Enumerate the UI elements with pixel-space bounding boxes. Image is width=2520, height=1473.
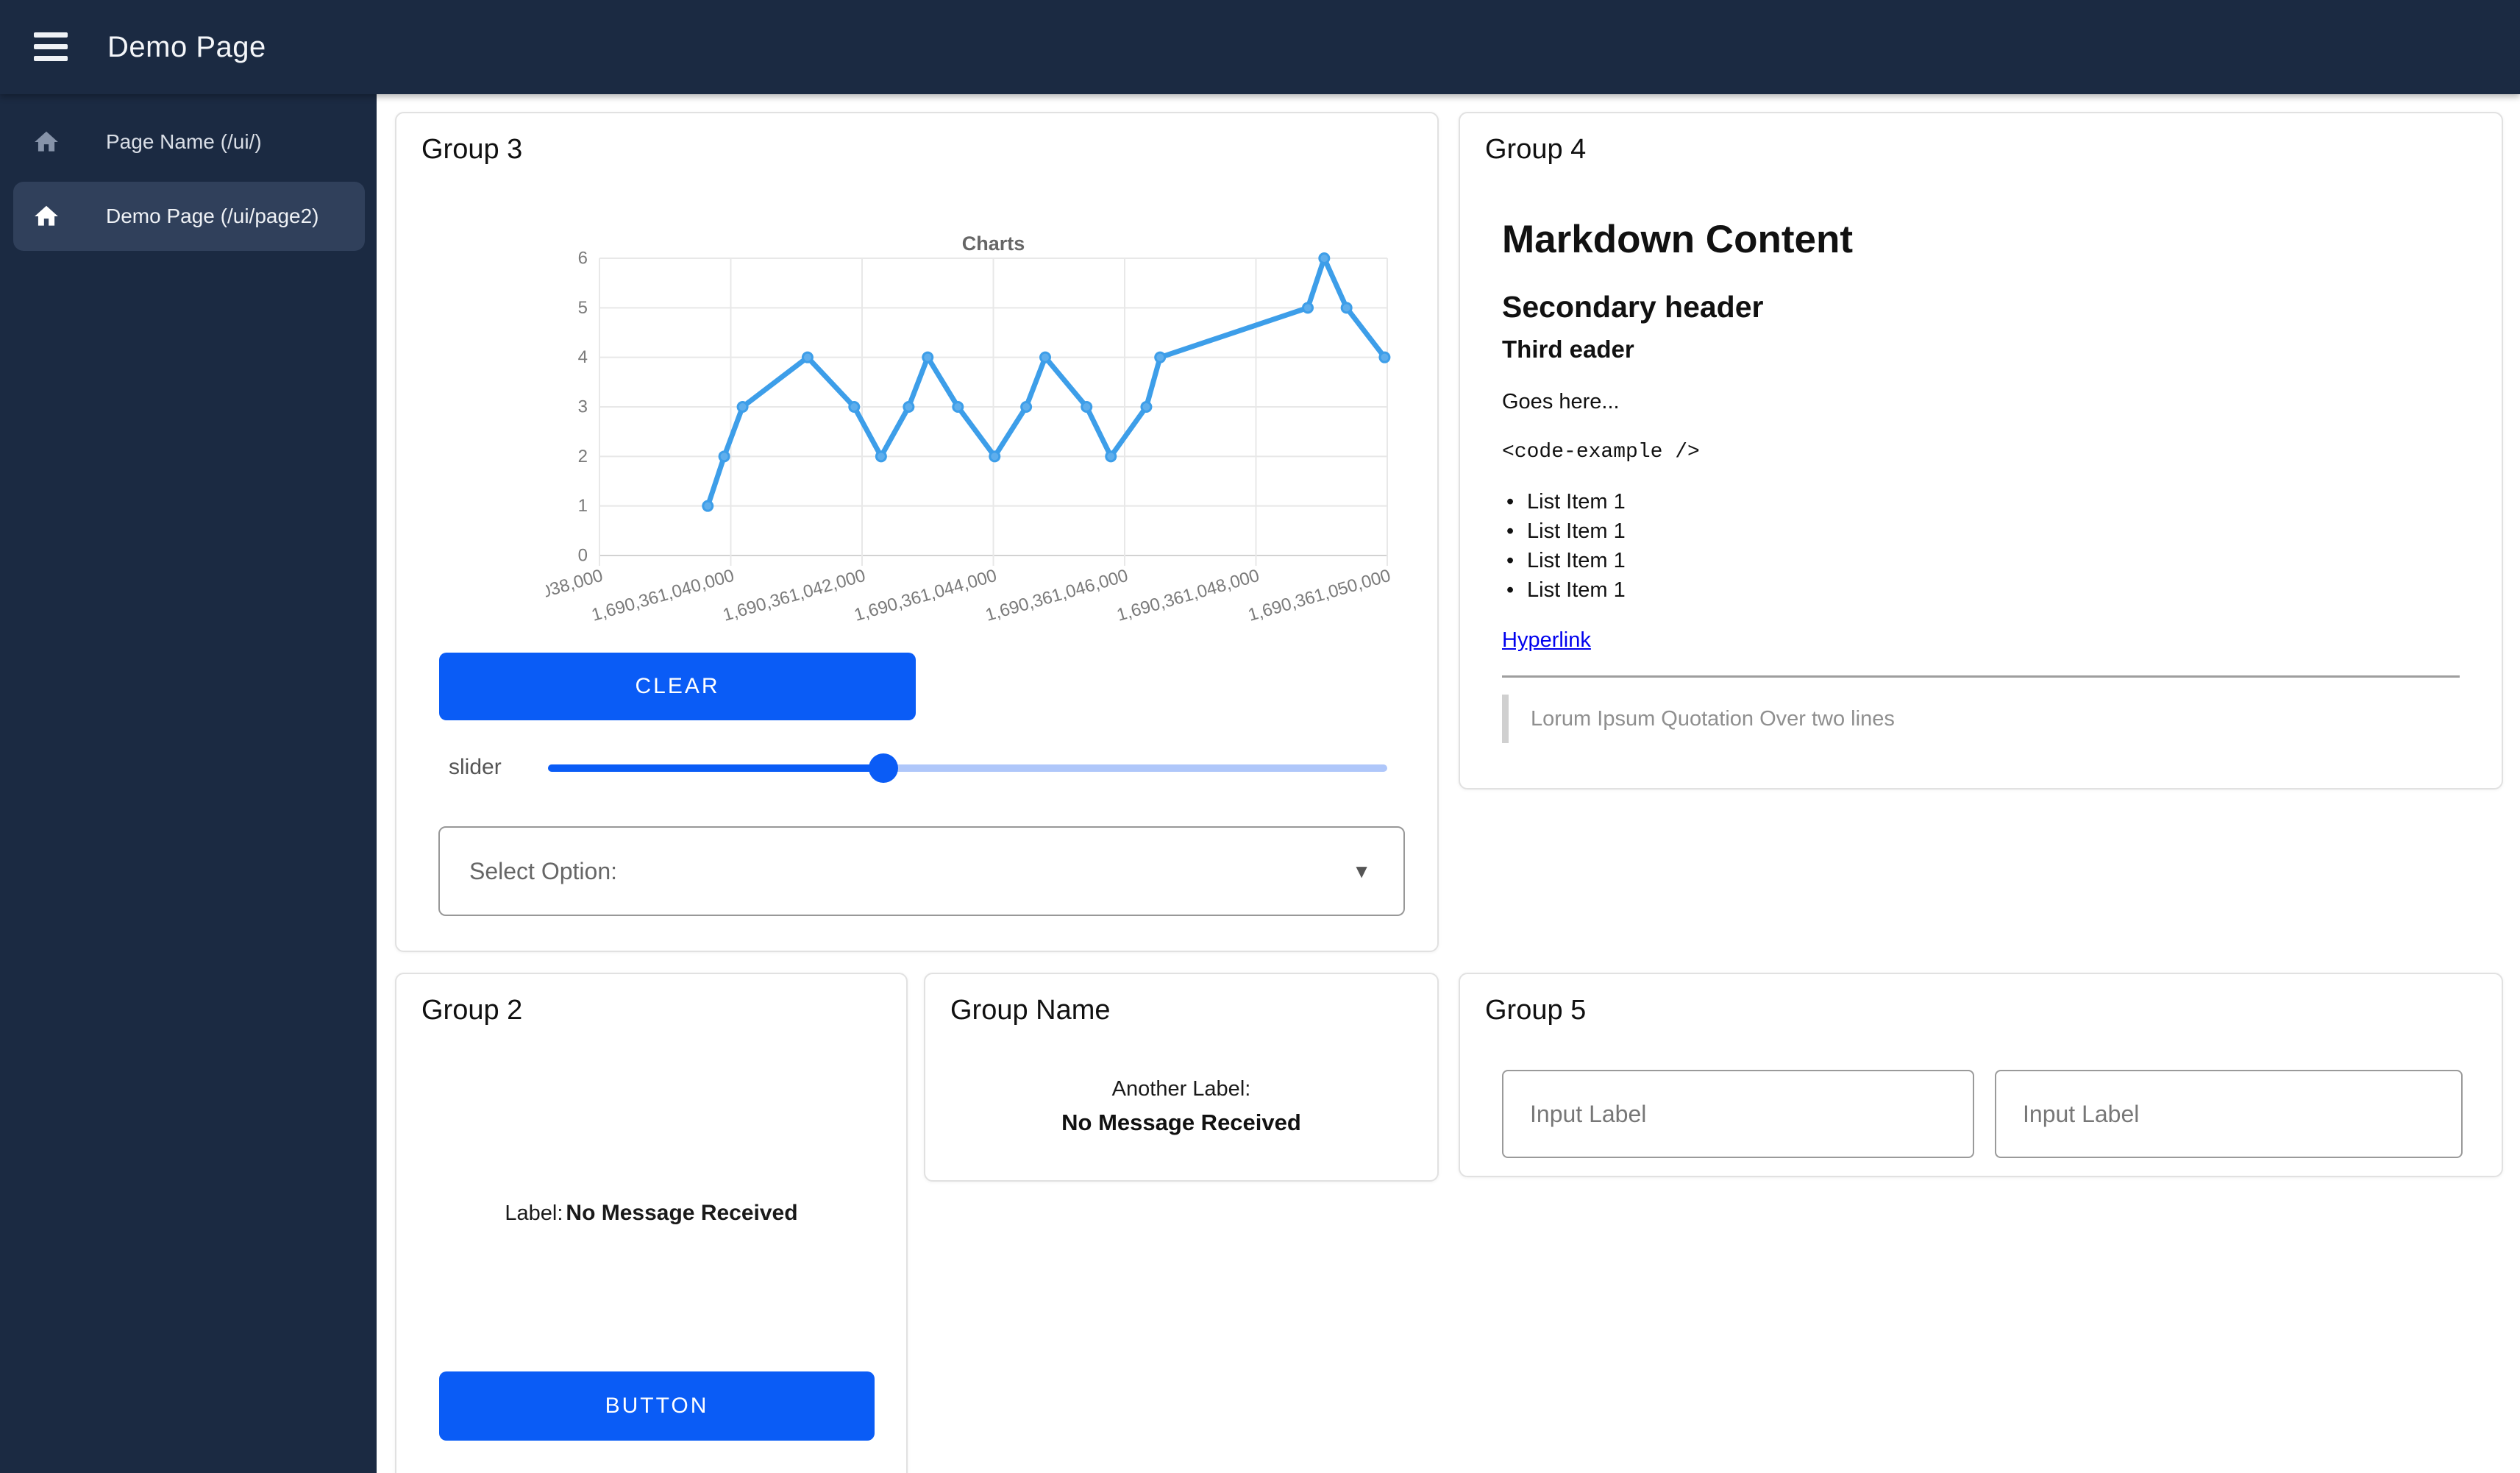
select-label: Select Option: <box>469 857 617 884</box>
blockquote: Lorum Ipsum Quotation Over two lines <box>1502 695 2460 743</box>
markdown-content: Markdown Content Secondary header Third … <box>1502 113 2460 788</box>
divider <box>1502 675 2460 678</box>
slider-fill <box>548 764 883 772</box>
hyperlink[interactable]: Hyperlink <box>1502 628 1591 652</box>
sidebar-item-page-name[interactable]: Page Name (/ui/) <box>13 107 365 177</box>
slider-label: slider <box>449 755 502 779</box>
group2-label-row: Label: No Message Received <box>396 1201 906 1226</box>
group4-card: Group 4 Markdown Content Secondary heade… <box>1459 112 2503 789</box>
group3-card: Group 3 0 1 2 3 4 5 6 1,690,361,038,000 1,690,36… <box>395 112 1439 952</box>
svg-text:3: 3 <box>578 397 588 417</box>
group2-button[interactable]: BUTTON <box>439 1371 875 1441</box>
svg-text:0: 0 <box>578 546 588 566</box>
svg-text:1,690,361,044,000: 1,690,361,044,000 <box>852 566 999 625</box>
another-label: Another Label: <box>1111 1077 1251 1101</box>
markdown-list-item: List Item 1 <box>1502 575 1626 605</box>
markdown-code: <code-example /> <box>1502 441 1700 464</box>
markdown-h3: Third eader <box>1502 336 1634 363</box>
slider[interactable] <box>548 753 1387 783</box>
svg-text:5: 5 <box>578 298 588 318</box>
home-icon <box>35 205 58 226</box>
markdown-h2: Secondary header <box>1502 290 1764 324</box>
group-name-card: Group Name Another Label: No Message Rec… <box>924 973 1439 1182</box>
sidebar-item-label: Page Name (/ui/) <box>106 130 262 153</box>
markdown-paragraph: Goes here... <box>1502 390 1620 413</box>
group2-card: Group 2 Label: No Message Received BUTTON <box>395 973 908 1473</box>
svg-text:1: 1 <box>578 496 588 516</box>
svg-text:1,690,361,040,000: 1,690,361,040,000 <box>589 566 736 625</box>
another-label-value: No Message Received <box>1061 1110 1301 1135</box>
svg-text:2: 2 <box>578 447 588 466</box>
sidebar: Page Name (/ui/) Demo Page (/ui/page2) <box>0 94 377 1473</box>
svg-text:1,690,361,050,000: 1,690,361,050,000 <box>1246 566 1393 625</box>
markdown-h1: Markdown Content <box>1502 218 1853 261</box>
blockquote-text: Lorum Ipsum Quotation Over two lines <box>1531 706 1895 731</box>
svg-text:1,690,361,046,000: 1,690,361,046,000 <box>983 566 1131 625</box>
line-chart: 01234561,690,361,038,0001,690,361,040,00… <box>546 233 1393 625</box>
chevron-down-icon: ▼ <box>1352 859 1371 882</box>
input-field-2[interactable] <box>1995 1070 2463 1158</box>
svg-text:6: 6 <box>578 249 588 269</box>
sidebar-item-demo-page[interactable]: Demo Page (/ui/page2) <box>13 182 365 251</box>
input-field-1[interactable] <box>1502 1070 1974 1158</box>
home-icon <box>35 131 58 152</box>
group2-value: No Message Received <box>566 1201 798 1225</box>
blockquote-bar <box>1502 695 1509 743</box>
sidebar-item-label: Demo Page (/ui/page2) <box>106 205 319 227</box>
group5-card: Group 5 <box>1459 973 2503 1177</box>
app-title: Demo Page <box>107 31 266 63</box>
markdown-list-item: List Item 1 <box>1502 546 1626 575</box>
group-name-title: Group Name <box>950 995 1111 1026</box>
svg-text:1,690,361,048,000: 1,690,361,048,000 <box>1114 566 1261 625</box>
group4-title: Group 4 <box>1485 134 1587 165</box>
svg-text:Charts: Charts <box>962 233 1025 255</box>
top-app-bar: Demo Page <box>0 0 2520 94</box>
group2-title: Group 2 <box>421 995 523 1026</box>
slider-thumb[interactable] <box>869 753 898 783</box>
group5-title: Group 5 <box>1485 995 1587 1026</box>
svg-text:1,690,361,042,000: 1,690,361,042,000 <box>721 566 868 625</box>
hamburger-menu-icon[interactable] <box>34 32 68 62</box>
group3-title: Group 3 <box>421 134 523 165</box>
markdown-list: List Item 1List Item 1List Item 1List It… <box>1502 487 1626 605</box>
group2-label: Label: <box>505 1202 563 1225</box>
svg-text:4: 4 <box>578 347 588 367</box>
clear-button[interactable]: CLEAR <box>439 653 916 720</box>
option-select[interactable]: Select Option: ▼ <box>438 826 1405 916</box>
markdown-list-item: List Item 1 <box>1502 487 1626 517</box>
markdown-list-item: List Item 1 <box>1502 517 1626 546</box>
